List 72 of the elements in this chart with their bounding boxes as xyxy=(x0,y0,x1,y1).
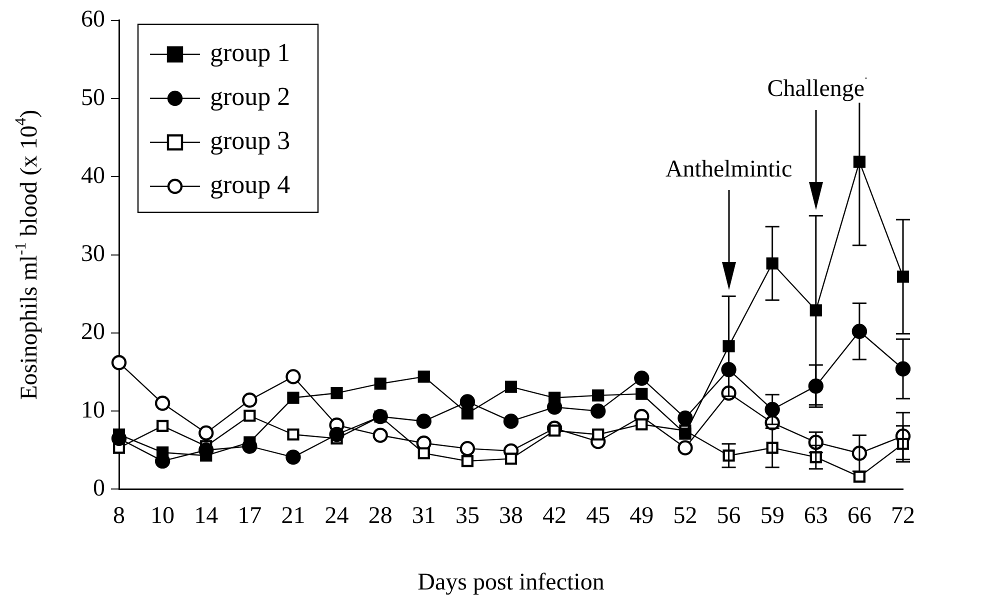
x-tick-label: 10 xyxy=(150,502,175,529)
point xyxy=(722,340,735,352)
point xyxy=(678,410,693,426)
point xyxy=(460,394,476,410)
point xyxy=(242,392,258,408)
x-tick-label: 14 xyxy=(194,502,218,529)
point xyxy=(504,452,518,465)
point xyxy=(287,392,300,404)
x-tick-label: 45 xyxy=(586,502,610,529)
point xyxy=(679,428,692,440)
y-tick-label: 10 xyxy=(81,397,105,424)
x-tick-label: 49 xyxy=(630,502,654,529)
y-tick-label: 30 xyxy=(81,241,105,268)
point xyxy=(592,428,604,441)
x-tick-label: 52 xyxy=(673,502,698,529)
point xyxy=(418,447,430,460)
point xyxy=(198,425,214,441)
point xyxy=(461,455,474,468)
y-tick-label: 60 xyxy=(81,6,105,33)
x-tick-label: 17 xyxy=(238,502,262,529)
x-tick-label: 24 xyxy=(324,502,349,529)
x-tick-label: 38 xyxy=(499,502,523,529)
point xyxy=(287,428,300,441)
x-tick-label: 31 xyxy=(412,502,436,529)
point xyxy=(416,414,432,429)
point xyxy=(244,410,256,422)
y-tick-label: 50 xyxy=(81,84,105,111)
x-tick-label: 8 xyxy=(113,502,125,529)
point xyxy=(810,304,822,316)
legend-label: group 3 xyxy=(210,126,290,156)
point xyxy=(592,389,604,402)
point xyxy=(154,396,170,411)
point xyxy=(111,355,127,370)
x-tick-label: 21 xyxy=(281,502,306,529)
point xyxy=(156,420,169,432)
point xyxy=(636,418,648,430)
x-tick-label: 72 xyxy=(891,502,915,529)
point xyxy=(634,370,650,386)
point xyxy=(721,362,736,378)
point xyxy=(374,378,386,390)
point xyxy=(329,426,344,442)
point xyxy=(636,388,648,400)
annotation: Challenge xyxy=(767,76,865,102)
point xyxy=(590,403,606,419)
legend-label: group 2 xyxy=(210,82,290,112)
point xyxy=(286,450,301,465)
x-tick-label: 66 xyxy=(847,502,872,529)
x-tick-label: 63 xyxy=(804,502,828,529)
annotation: Anthelmintic xyxy=(665,156,792,183)
point xyxy=(330,387,343,400)
y-axis-title: Eosinophils ml-1 blood (x 104) xyxy=(12,110,42,400)
point xyxy=(548,392,561,404)
x-tick-label: 59 xyxy=(760,502,784,529)
point xyxy=(418,370,430,383)
point xyxy=(286,369,301,384)
x-tick-label: 35 xyxy=(455,502,480,529)
y-tick-label: 20 xyxy=(81,319,105,346)
y-tick-label: 40 xyxy=(81,162,105,189)
x-tick-label: 28 xyxy=(368,502,392,529)
x-tick-label: 56 xyxy=(716,502,741,529)
point xyxy=(372,428,388,443)
point xyxy=(678,440,693,456)
legend-label: group 4 xyxy=(210,170,290,200)
legend-label: group 1 xyxy=(210,38,290,68)
point xyxy=(461,407,474,420)
point xyxy=(460,440,476,456)
y-tick-label: 0 xyxy=(93,475,105,502)
point xyxy=(548,424,561,437)
x-axis-title: Days post infection xyxy=(418,569,604,596)
point xyxy=(504,380,518,393)
point xyxy=(503,414,519,429)
x-tick-label: 42 xyxy=(542,502,567,529)
